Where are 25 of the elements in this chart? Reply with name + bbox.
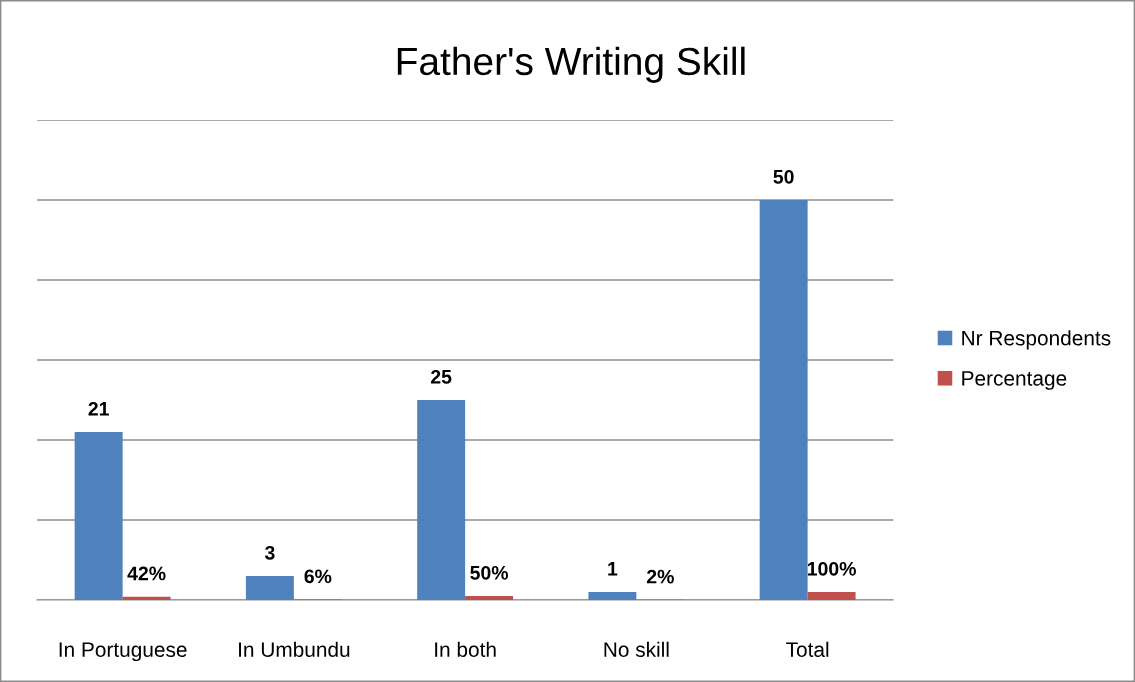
bar xyxy=(74,432,123,601)
legend-label: Nr Respondents xyxy=(962,330,1111,350)
data-label: 25 xyxy=(431,369,452,384)
bar xyxy=(759,200,808,601)
x-tick-label: No skill xyxy=(604,641,669,657)
data-label: 100% xyxy=(807,561,856,576)
data-label: 42% xyxy=(127,566,166,581)
data-label: 6% xyxy=(304,569,332,584)
data-label: 3 xyxy=(264,545,275,560)
x-tick-label: In Umbundu xyxy=(239,641,350,657)
data-label: 50% xyxy=(470,565,509,580)
bar xyxy=(245,576,294,601)
legend-label: Percentage xyxy=(962,371,1067,390)
bar xyxy=(417,400,466,601)
x-tick-label: In both xyxy=(435,641,496,657)
data-label: 50 xyxy=(773,169,794,184)
bar xyxy=(807,592,856,601)
bar xyxy=(465,596,514,601)
x-tick-label: In Portuguese xyxy=(59,642,187,662)
x-tick-label: Total xyxy=(786,641,829,657)
data-label: 21 xyxy=(88,401,109,416)
chart-title: Father's Writing Skill xyxy=(397,46,745,83)
data-label: 1 xyxy=(608,562,618,576)
bar xyxy=(588,592,637,601)
data-label: 2% xyxy=(646,569,674,584)
